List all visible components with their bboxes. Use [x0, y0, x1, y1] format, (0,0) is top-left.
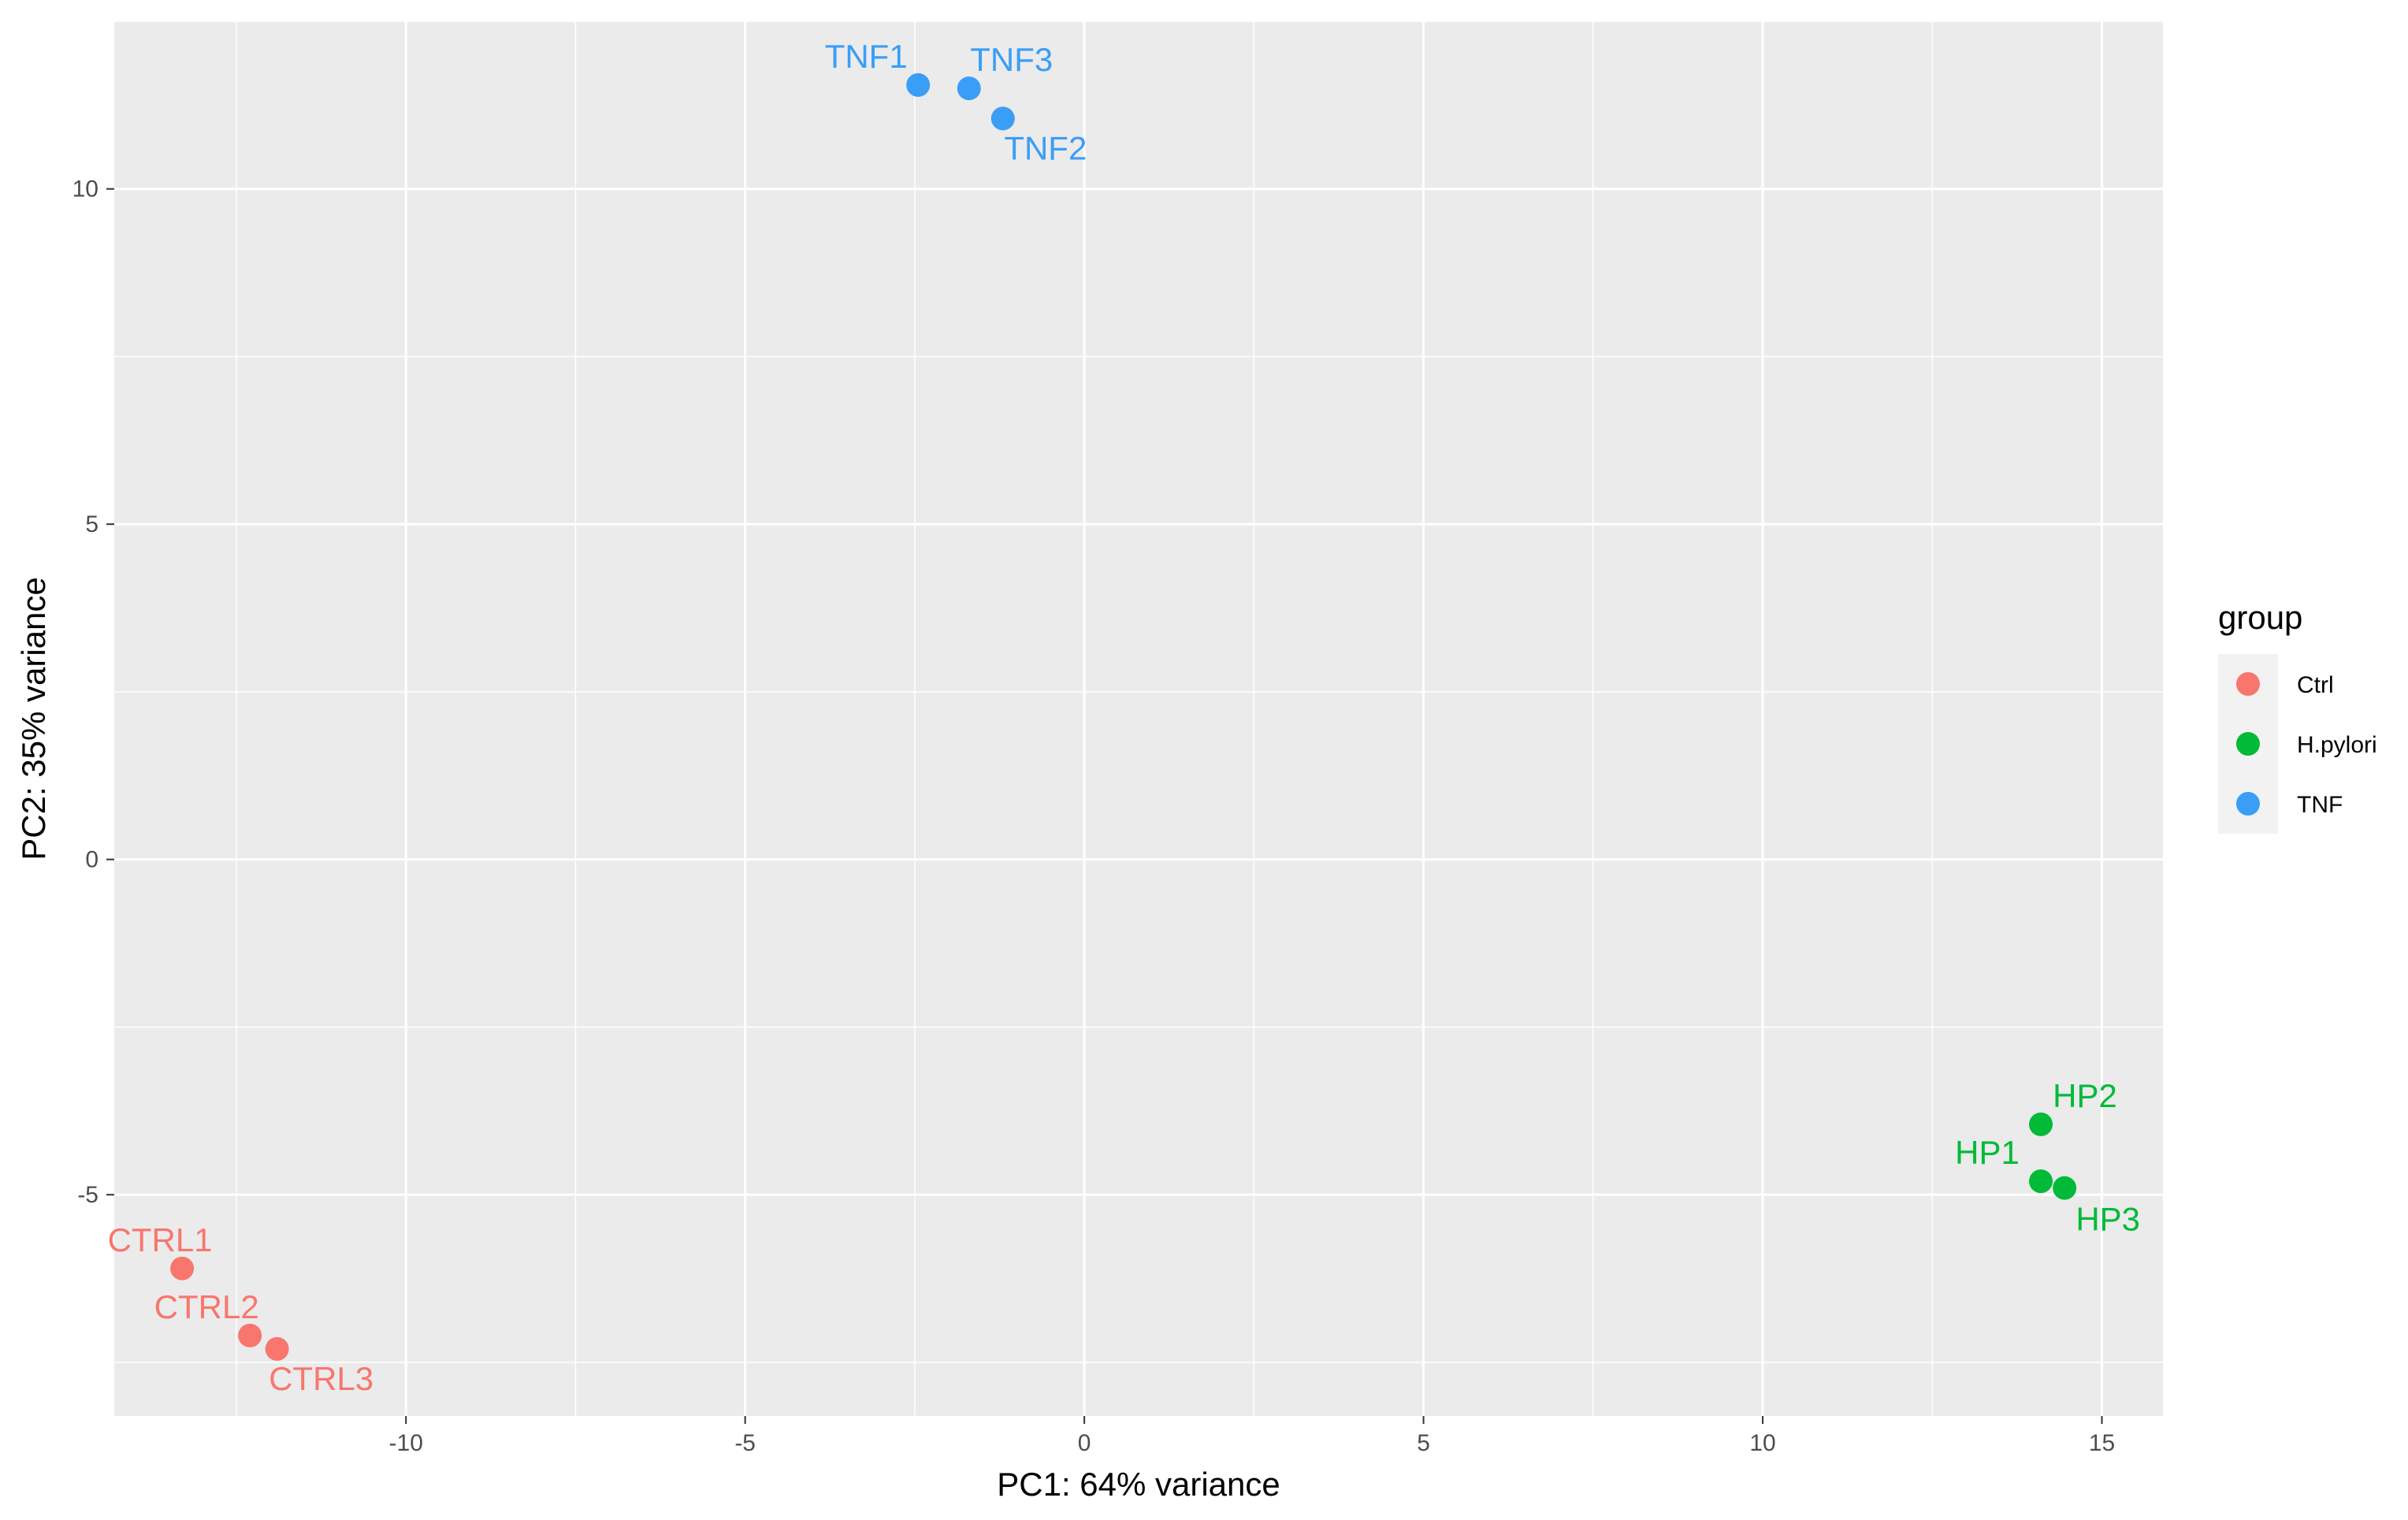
data-point-hp3 — [2053, 1176, 2077, 1200]
x-tick-label: 10 — [1749, 1430, 1775, 1456]
legend-key-ctrl — [2236, 672, 2260, 696]
point-label-tnf2: TNF2 — [1004, 129, 1087, 166]
point-label-hp1: HP1 — [1955, 1134, 2020, 1171]
x-tick-label: -10 — [389, 1430, 423, 1456]
x-axis-title: PC1: 64% variance — [997, 1466, 1280, 1503]
y-tick-label: 10 — [72, 177, 98, 203]
y-tick-label: 5 — [85, 511, 98, 537]
data-point-hp2 — [2029, 1112, 2053, 1136]
point-label-ctrl3: CTRL3 — [269, 1360, 373, 1397]
x-tick-label: -5 — [734, 1430, 756, 1456]
x-tick-label: 15 — [2089, 1430, 2115, 1456]
legend-key-tnf — [2236, 792, 2260, 816]
data-point-tnf1 — [906, 72, 931, 97]
data-point-ctrl3 — [265, 1336, 289, 1361]
legend-key-h-pylori — [2236, 732, 2260, 756]
point-label-hp2: HP2 — [2053, 1077, 2117, 1114]
data-point-tnf3 — [957, 76, 981, 101]
point-label-ctrl1: CTRL1 — [108, 1221, 213, 1258]
data-point-ctrl2 — [238, 1323, 262, 1347]
point-label-tnf3: TNF3 — [970, 41, 1053, 78]
y-tick-label: -5 — [77, 1182, 98, 1208]
x-tick-label: 5 — [1417, 1430, 1430, 1456]
legend-label-h-pylori: H.pylori — [2297, 732, 2377, 758]
data-point-ctrl1 — [170, 1256, 195, 1280]
data-point-hp1 — [2029, 1169, 2053, 1194]
legend-title: group — [2218, 599, 2302, 636]
point-labels: CTRL1 CTRL2 CTRL3 HP1 HP2 HP3 TNF1 TNF2 TNF3 — [108, 38, 2140, 1397]
x-tick-label: 0 — [1078, 1430, 1091, 1456]
legend: group Ctrl H.pylori TNF — [2218, 599, 2377, 834]
y-axis-title: PC2: 35% variance — [15, 577, 52, 860]
point-label-tnf1: TNF1 — [825, 38, 908, 75]
legend-label-ctrl: Ctrl — [2297, 672, 2334, 698]
data-point-tnf2 — [990, 106, 1015, 131]
plot-panel — [114, 20, 2163, 1416]
data-points — [170, 72, 2077, 1361]
point-label-ctrl2: CTRL2 — [154, 1288, 259, 1325]
legend-label-tnf: TNF — [2297, 792, 2343, 818]
axes: -10 -5 0 5 10 15 -5 0 5 10 — [72, 177, 2116, 1456]
y-tick-label: 0 — [85, 847, 98, 873]
point-label-hp3: HP3 — [2075, 1201, 2140, 1238]
panel-background-grey — [114, 21, 2163, 1416]
